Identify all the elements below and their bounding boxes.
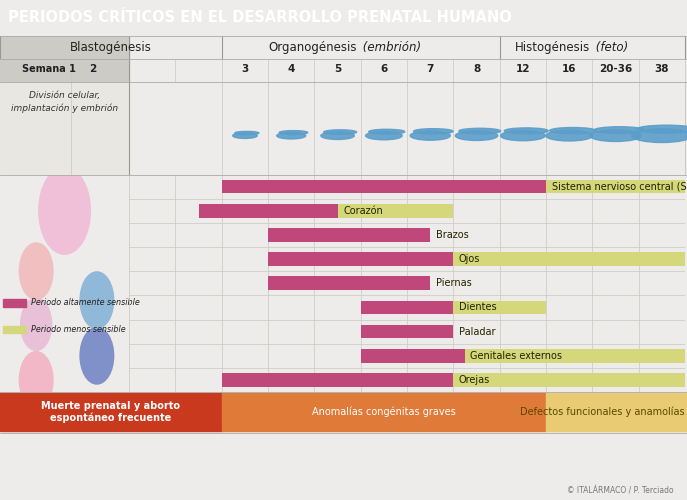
Bar: [0, 59, 129, 82]
Bar: [337, 204, 453, 218]
Ellipse shape: [455, 131, 497, 140]
Bar: [453, 252, 685, 266]
Bar: [0, 82, 129, 174]
Text: Sistema nervioso central (SNC): Sistema nervioso central (SNC): [552, 182, 687, 192]
Circle shape: [235, 132, 259, 134]
Bar: [0, 393, 222, 431]
Text: Paladar: Paladar: [459, 326, 495, 336]
Ellipse shape: [365, 132, 402, 140]
Text: 4: 4: [288, 64, 295, 74]
Text: 2: 2: [89, 64, 97, 74]
Bar: [222, 180, 546, 194]
Text: 6: 6: [381, 64, 387, 74]
Text: 5: 5: [334, 64, 341, 74]
Bar: [222, 393, 546, 431]
Text: 16: 16: [562, 64, 576, 74]
Ellipse shape: [277, 132, 306, 139]
Bar: [268, 276, 430, 290]
Text: © ITALÁRMACO / P. Terciado: © ITALÁRMACO / P. Terciado: [567, 487, 673, 496]
Circle shape: [459, 128, 501, 134]
Text: División celular,: División celular,: [29, 92, 100, 100]
Circle shape: [324, 130, 357, 134]
Text: 8: 8: [473, 64, 480, 74]
Text: Orejas: Orejas: [459, 375, 490, 385]
Circle shape: [80, 272, 113, 328]
Circle shape: [414, 128, 453, 134]
Circle shape: [504, 128, 548, 134]
Circle shape: [38, 167, 91, 254]
Text: (feto): (feto): [592, 40, 628, 54]
Ellipse shape: [631, 129, 687, 142]
Circle shape: [550, 128, 596, 134]
Bar: [3, 326, 26, 334]
Bar: [268, 252, 453, 266]
Ellipse shape: [321, 132, 354, 140]
Bar: [3, 299, 26, 306]
Ellipse shape: [589, 130, 641, 141]
Text: Brazos: Brazos: [436, 230, 469, 240]
Circle shape: [279, 130, 308, 134]
Ellipse shape: [233, 133, 257, 138]
Text: Muerte prenatal y aborto
espontáneo frecuente: Muerte prenatal y aborto espontáneo frec…: [41, 400, 181, 423]
Text: 7: 7: [427, 64, 434, 74]
Bar: [0, 36, 129, 59]
Text: Blastogénesis: Blastogénesis: [70, 40, 152, 54]
Circle shape: [80, 328, 113, 384]
Text: Dientes: Dientes: [459, 302, 497, 312]
Text: Anomalías congénitas graves: Anomalías congénitas graves: [312, 406, 455, 417]
Text: Defectos funcionales y anamolías leves: Defectos funcionales y anamolías leves: [520, 406, 687, 417]
Bar: [453, 300, 546, 314]
Bar: [465, 349, 685, 362]
Text: PERIODOS CRÍTICOS EN EL DESARROLLO PRENATAL HUMANO: PERIODOS CRÍTICOS EN EL DESARROLLO PRENA…: [8, 10, 512, 26]
Text: Ojos: Ojos: [459, 254, 480, 264]
Text: Genitales externos: Genitales externos: [471, 351, 563, 360]
Text: Organogénesis: Organogénesis: [269, 40, 357, 54]
Circle shape: [19, 243, 53, 300]
Text: 20-36: 20-36: [599, 64, 632, 74]
Text: (embrión): (embrión): [359, 40, 421, 54]
Ellipse shape: [545, 130, 593, 141]
Circle shape: [637, 125, 687, 133]
Circle shape: [594, 126, 644, 134]
Text: Histogénesis: Histogénesis: [515, 40, 590, 54]
Bar: [199, 204, 337, 218]
Circle shape: [21, 298, 52, 350]
Bar: [361, 349, 465, 362]
Bar: [268, 228, 430, 241]
Bar: [222, 373, 453, 386]
Text: Corazón: Corazón: [343, 206, 383, 216]
Ellipse shape: [501, 130, 545, 140]
Bar: [453, 373, 685, 386]
Text: Piernas: Piernas: [436, 278, 471, 288]
Text: 3: 3: [241, 64, 249, 74]
Text: 38: 38: [655, 64, 669, 74]
Bar: [546, 180, 685, 194]
Text: Semana 1: Semana 1: [22, 64, 76, 74]
Ellipse shape: [410, 131, 450, 140]
Text: Periodo altamente sensible: Periodo altamente sensible: [31, 298, 139, 307]
Text: 12: 12: [515, 64, 530, 74]
Bar: [546, 393, 687, 431]
Text: implantación y embrión: implantación y embrión: [11, 103, 118, 113]
Circle shape: [369, 130, 405, 134]
Bar: [361, 300, 453, 314]
Text: Periodo menos sensible: Periodo menos sensible: [31, 324, 126, 334]
Bar: [361, 325, 453, 338]
Circle shape: [19, 352, 53, 408]
